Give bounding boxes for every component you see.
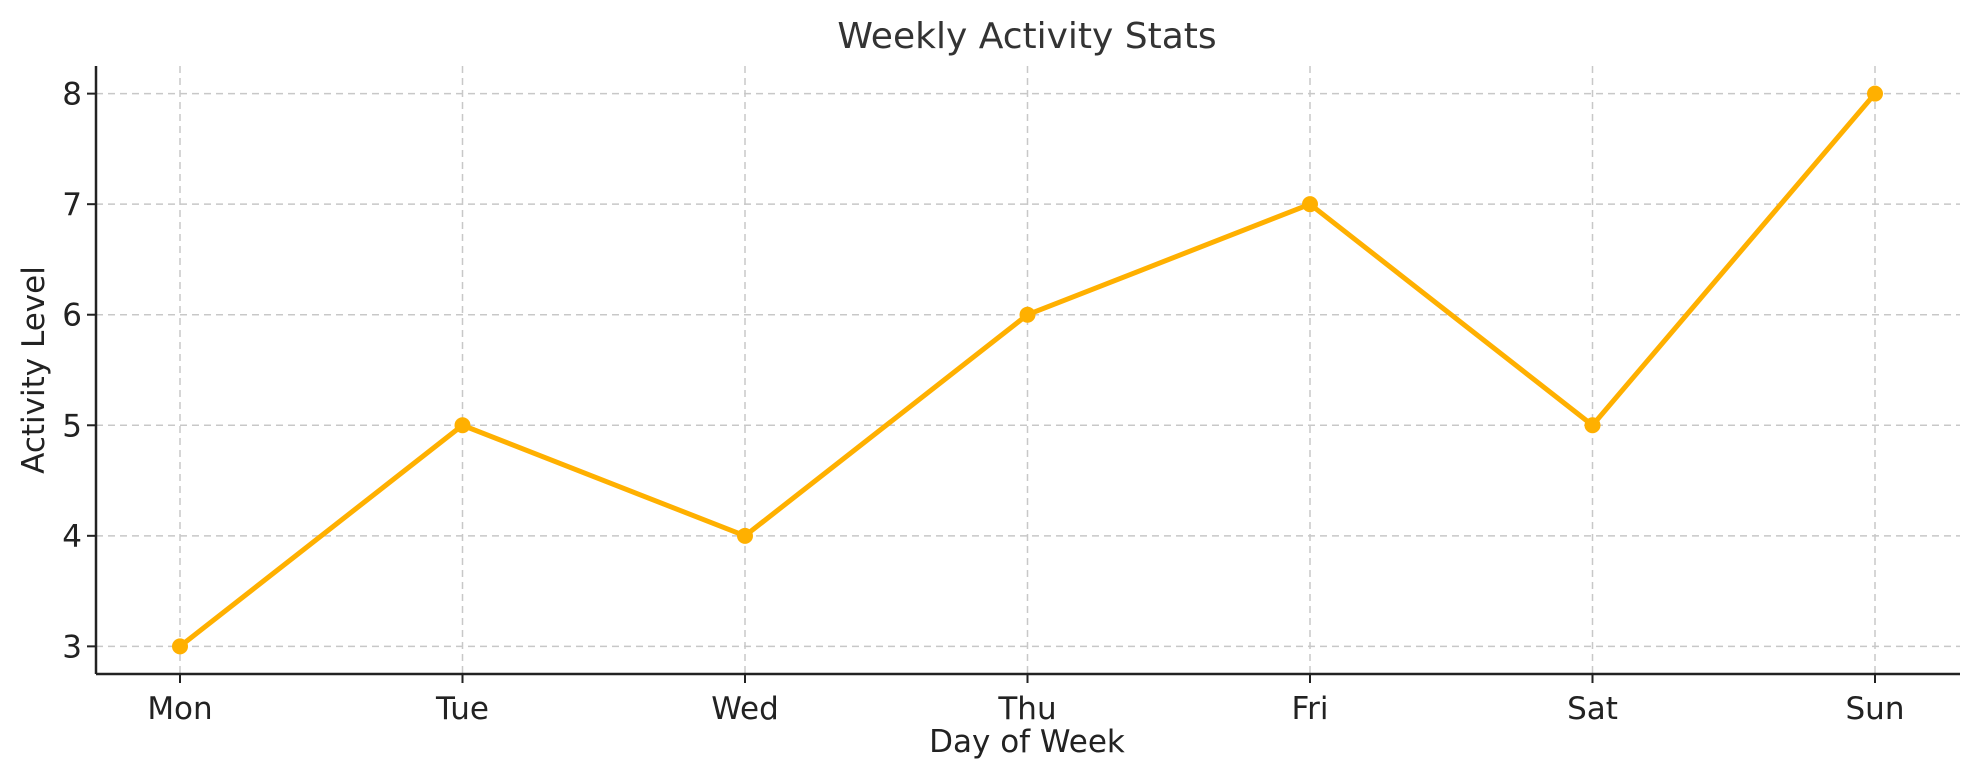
- data-point-sun: [1867, 85, 1883, 102]
- x-tick-label-sat: Sat: [1567, 691, 1618, 727]
- data-point-thu: [1019, 306, 1036, 323]
- x-axis-label: Day of Week: [929, 724, 1125, 760]
- data-point-mon: [172, 638, 188, 655]
- y-axis-ticks: 3 4 5 6 7 8: [62, 77, 96, 665]
- y-tick-label-6: 6: [62, 298, 82, 334]
- data-point-sat: [1584, 417, 1601, 434]
- x-tick-label-fri: Fri: [1292, 691, 1329, 727]
- y-tick-label-5: 5: [62, 408, 82, 444]
- grid: [96, 66, 1960, 674]
- x-tick-label-sun: Sun: [1846, 691, 1905, 727]
- series-group: [172, 85, 1883, 655]
- data-point-tue: [454, 417, 471, 434]
- y-tick-label-7: 7: [62, 187, 82, 223]
- x-axis-ticks: Mon Tue Wed Thu Fri Sat Sun: [147, 674, 1904, 727]
- x-tick-label-mon: Mon: [147, 691, 212, 727]
- x-tick-label-thu: Thu: [997, 691, 1056, 727]
- y-tick-label-4: 4: [62, 519, 82, 555]
- x-tick-label-tue: Tue: [435, 691, 489, 727]
- chart-title: Weekly Activity Stats: [837, 16, 1216, 57]
- y-axis-label: Activity Level: [16, 266, 52, 474]
- data-point-fri: [1302, 196, 1318, 213]
- y-tick-label-8: 8: [62, 77, 82, 113]
- y-tick-label-3: 3: [62, 629, 82, 665]
- x-tick-label-wed: Wed: [711, 691, 779, 727]
- data-point-wed: [737, 527, 753, 544]
